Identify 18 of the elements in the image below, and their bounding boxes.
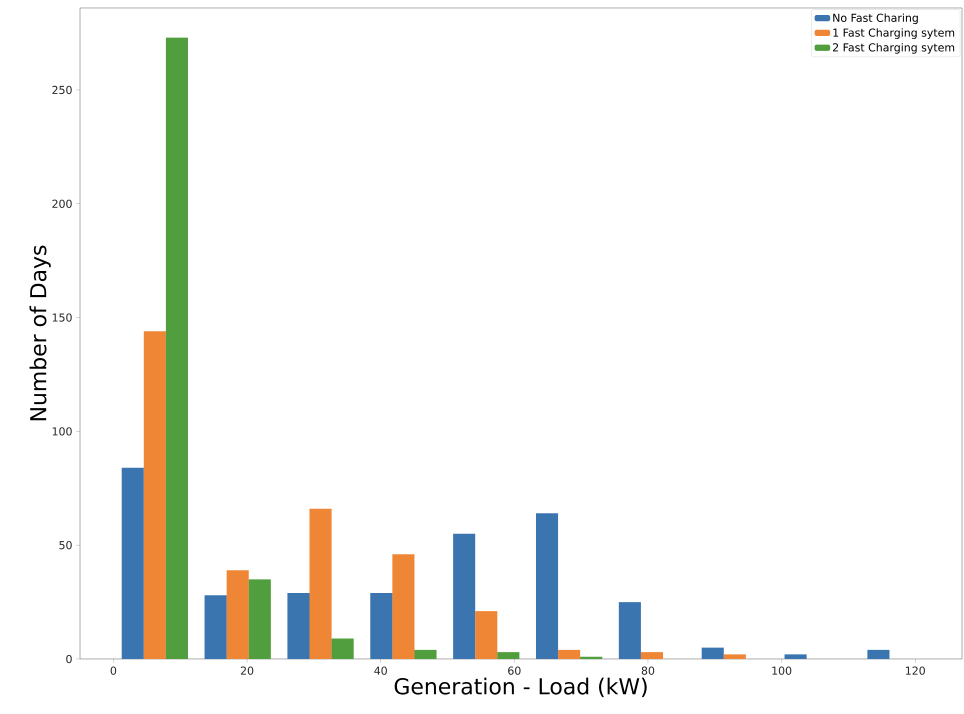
y-tick-label: 100 — [52, 427, 72, 436]
legend-label: 1 Fast Charging sytem — [833, 28, 954, 39]
legend-label: No Fast Charing — [833, 13, 918, 24]
x-tick-label: 80 — [642, 666, 654, 675]
x-tick-label: 120 — [906, 666, 925, 675]
x-axis-title: Generation - Load (kW) — [394, 678, 647, 698]
x-tick-label: 100 — [772, 666, 792, 675]
x-tick-label: 20 — [240, 666, 254, 675]
y-tick-label: 200 — [52, 200, 72, 208]
y-tick-label: 0 — [66, 654, 72, 664]
y-axis-title: Number of Days — [30, 246, 51, 420]
x-tick-label: 60 — [508, 666, 521, 675]
x-tick-label: 40 — [374, 666, 387, 675]
x-tick-label: 0 — [110, 666, 116, 675]
y-tick-label: 150 — [52, 313, 72, 322]
y-tick-label: 250 — [52, 86, 72, 94]
y-tick-label: 50 — [59, 541, 72, 550]
legend-label: 2 Fast Charging sytem — [832, 43, 954, 54]
